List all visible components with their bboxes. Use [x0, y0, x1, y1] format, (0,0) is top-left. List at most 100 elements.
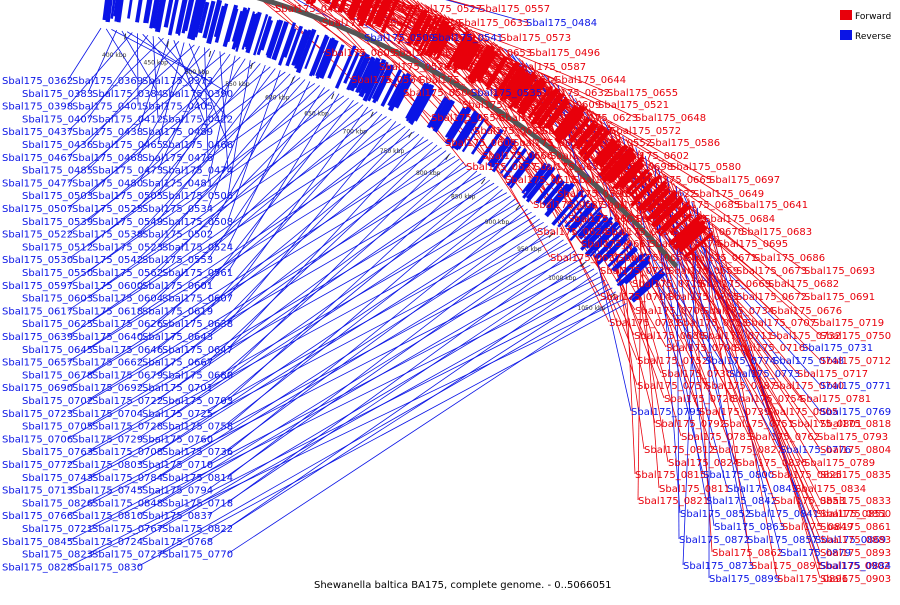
gene-label: Sbal175_0727 — [92, 550, 163, 561]
gene-label: Sbal175_0753 — [677, 318, 748, 329]
gene-label: Sbal175_0702 — [22, 396, 93, 407]
gene-label: Sbal175_0784 — [92, 473, 163, 484]
gene-label: Sbal175_0636 — [513, 138, 584, 149]
gene-label: Sbal175_0671 — [686, 253, 757, 264]
gene-label: Sbal175_0735 — [668, 292, 739, 303]
gene-label: Sbal175_0822 — [162, 524, 233, 535]
gene-label: Sbal175_0814 — [162, 473, 233, 484]
gene-label: Sbal175_0553 — [142, 255, 213, 266]
gene-label: Sbal175_0672 — [736, 292, 807, 303]
gene-label: Sbal175_0669 — [700, 279, 771, 290]
gene-label: Sbal175_0474 — [162, 166, 233, 177]
gene-label: Sbal175_0644 — [555, 75, 626, 86]
gene-label: Sbal175_0437 — [2, 127, 73, 138]
gene-label: Sbal175_0686 — [754, 253, 825, 264]
gene-label: Sbal175_0710 — [142, 460, 213, 471]
gene-label: Sbal175_0609 — [530, 100, 601, 111]
gene-label: Sbal175_0619 — [142, 306, 213, 317]
gene-label: Sbal175_0706 — [2, 434, 73, 445]
gene-label: Sbal175_0830 — [72, 562, 143, 573]
gene-label: Sbal175_0626 — [92, 319, 163, 330]
gene-label: Sbal175_0552 — [581, 138, 652, 149]
gene-label: Sbal175_0484 — [526, 18, 597, 29]
gene-label: Sbal175_0863 — [714, 522, 785, 533]
gene-label: Sbal175_0693 — [804, 266, 875, 277]
scale-tick-label: 650 kbp — [304, 111, 329, 118]
gene-label: Sbal175_0530 — [2, 255, 73, 266]
gene-label: Sbal175_0739 — [699, 407, 770, 418]
gene-label: Sbal175_0862 — [712, 548, 783, 559]
gene-label: Sbal175_0768 — [142, 537, 213, 548]
scale-tick-label: 700 kbp — [343, 128, 368, 135]
gene-label: Sbal175_0573 — [500, 33, 571, 44]
gene-label: Sbal175_0527 — [411, 4, 482, 15]
scale-tick-label: 550 kbp — [225, 81, 250, 88]
leader-line — [228, 189, 503, 425]
gene-label: Sbal175_0837 — [142, 511, 213, 522]
gene-label: Sbal175_0580 — [670, 162, 741, 173]
gene-label: Sbal175_0466 — [162, 140, 233, 151]
gene-label: Sbal175_0861 — [820, 522, 891, 533]
gene-label: Sbal175_0521 — [598, 100, 669, 111]
gene-label: Sbal175_0618 — [72, 306, 143, 317]
gene-label: Sbal175_0728 — [92, 422, 163, 433]
gene-label: Sbal175_0762 — [749, 432, 820, 443]
gene-label: Sbal175_0713 — [2, 486, 73, 497]
gene-label: Sbal175_0522 — [2, 230, 73, 241]
gene-label: Sbal175_0703 — [162, 396, 233, 407]
gene-label: Sbal175_0697 — [709, 175, 780, 186]
gene-label: Sbal175_0407 — [22, 114, 93, 125]
gene-label: Sbal175_0587 — [515, 62, 586, 73]
gene-label: Sbal175_0647 — [162, 345, 233, 356]
gene-label: Sbal175_0464 — [275, 4, 346, 15]
scale-tick — [292, 77, 294, 83]
gene-label: Sbal175_0700 — [666, 343, 737, 354]
gene-label: Sbal175_0773 — [729, 369, 800, 380]
gene-label: Sbal175_0718 — [162, 498, 233, 509]
gene-label: Sbal175_0903 — [820, 574, 891, 585]
gene-label: Sbal175_0676 — [771, 306, 842, 317]
gene-label: Sbal175_0736 — [162, 447, 233, 458]
gene-label: Sbal175_0625 — [22, 319, 93, 330]
gene-label: Sbal175_0506 — [162, 191, 233, 202]
gene-label: Sbal175_0603 — [22, 294, 93, 305]
gene-label: Sbal175_0730 — [661, 369, 732, 380]
gene-label: Sbal175_0651 — [605, 227, 676, 238]
gene-label: Sbal175_0595 — [499, 113, 570, 124]
gene-label: Sbal175_0679 — [92, 370, 163, 381]
gene-label: Sbal175_0534 — [142, 204, 213, 215]
gene-label: Sbal175_0481 — [142, 178, 213, 189]
gene-label: Sbal175_0789 — [804, 458, 875, 469]
gene-label: Sbal175_0542 — [72, 255, 143, 266]
gene-label: Sbal175_0721 — [22, 524, 93, 535]
gene-label: Sbal175_0422 — [162, 114, 233, 125]
scale-tick-label: 1050 kbp — [577, 305, 605, 312]
gene-label: Sbal175_0800 — [703, 470, 774, 481]
gene-label: Sbal175_0648 — [635, 113, 706, 124]
gene-label: Sbal175_0467 — [2, 153, 73, 164]
gene-label: Sbal175_0550 — [22, 268, 93, 279]
gene-label: Sbal175_0602 — [618, 151, 689, 162]
gene-label: Sbal175_0683 — [741, 227, 812, 238]
gene-label: Sbal175_0502 — [142, 230, 213, 241]
gene-label: Sbal175_0601 — [142, 281, 213, 292]
gene-label: Sbal175_0834 — [795, 484, 866, 495]
gene-label: Sbal175_0476 — [142, 153, 213, 164]
gene-label: Sbal175_0760 — [142, 434, 213, 445]
gene-label: Sbal175_0597 — [2, 281, 73, 292]
gene-label: Sbal175_0512 — [22, 242, 93, 253]
leader-line — [208, 199, 515, 438]
gene-label: Sbal175_0412 — [92, 114, 163, 125]
gene-label: Sbal175_0659 — [668, 266, 739, 277]
gene-label: Sbal175_0405 — [142, 102, 213, 113]
gene-label: Sbal175_0687 — [533, 200, 604, 211]
scale-tick-label: 950 kbp — [517, 246, 542, 253]
gene-label: Sbal175_0714 — [600, 292, 671, 303]
gene-label: Sbal175_0722 — [92, 396, 163, 407]
gene-label: Sbal175_0757 — [637, 381, 708, 392]
gene-label: Sbal175_0731 — [802, 343, 873, 354]
gene-label: Sbal175_0554 — [431, 113, 502, 124]
genome-caption: Shewanella baltica BA175, complete genom… — [314, 580, 612, 591]
gene-label: Sbal175_0711 — [702, 331, 773, 342]
